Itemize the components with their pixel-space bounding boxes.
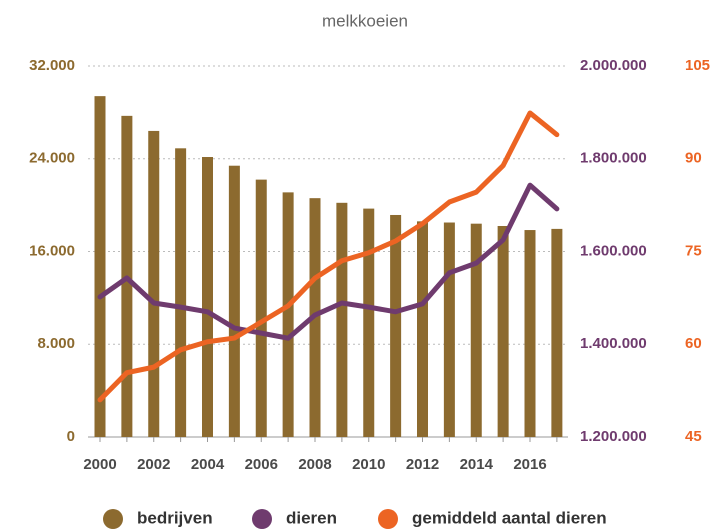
bar [524,230,536,437]
bar [336,202,348,437]
y-tick-label: 8.000 [37,335,75,352]
bar [390,214,402,437]
bar [255,179,267,437]
y-tick-label: 24.000 [29,150,75,167]
legend-marker [252,509,272,529]
bar [443,222,455,437]
bar [551,228,563,437]
y3-tick-label: 105 [685,57,710,74]
bar [497,225,509,437]
legend-label: dieren [286,508,337,527]
y3-tick-label: 45 [685,428,702,445]
x-tick-label: 2016 [513,456,546,473]
y-tick-label: 32.000 [29,57,75,74]
x-tick-label: 2006 [245,456,278,473]
bar [470,223,482,437]
y3-tick-label: 60 [685,335,702,352]
x-tick-label: 2014 [460,456,494,473]
bar [202,157,213,438]
bar [175,148,187,438]
legend-label: gemiddeld aantal dieren [412,508,607,527]
x-tick-label: 2012 [406,456,439,473]
bar [148,130,160,438]
y2-tick-label: 1.200.000 [580,428,647,445]
legend-label: bedrijven [137,508,213,527]
x-tick-label: 2008 [298,456,331,473]
bar [363,208,375,437]
x-tick-label: 2000 [83,456,116,473]
line [97,182,560,341]
y3-tick-label: 75 [685,242,702,259]
chart-title: melkkoeien [322,11,408,30]
y2-tick-label: 1.800.000 [580,150,647,167]
y2-tick-label: 2.000.000 [580,57,647,74]
x-tick-label: 2002 [137,456,170,473]
line [97,110,560,403]
legend-marker [103,509,123,529]
y-tick-label: 0 [67,428,75,445]
y2-tick-label: 1.400.000 [580,335,647,352]
bar [228,165,240,438]
legend-marker [378,509,398,529]
x-tick-label: 2004 [191,456,225,473]
y3-tick-label: 90 [685,150,702,167]
x-tick-label: 2010 [352,456,385,473]
bar [94,96,106,438]
y-tick-label: 16.000 [29,242,75,259]
y2-tick-label: 1.600.000 [580,242,647,259]
bar [417,221,428,437]
bar [282,192,294,437]
